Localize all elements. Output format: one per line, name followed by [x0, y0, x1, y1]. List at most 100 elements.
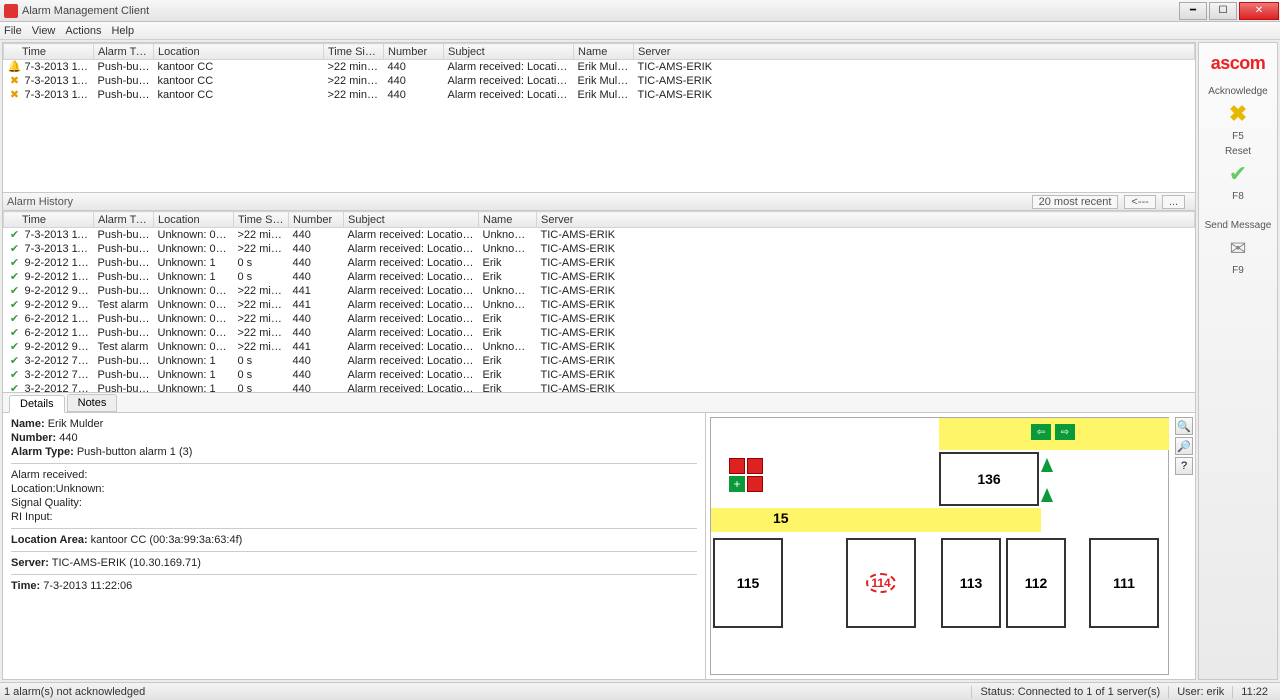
column-header[interactable]: Location [154, 44, 324, 60]
window-title: Alarm Management Client [22, 5, 1178, 17]
chkv-icon: ✔ [8, 340, 22, 353]
column-header[interactable]: Time [4, 44, 94, 60]
detail-time-label: Time: [11, 580, 40, 592]
alarm-marker-114: 114 [866, 573, 896, 593]
detail-name-label: Name: [11, 418, 45, 430]
reset-button[interactable]: ✔ [1218, 161, 1258, 187]
table-row[interactable]: ✔ 9-2-2012 9:57:56Test alarmUnknown: 00:… [4, 340, 1195, 354]
column-header[interactable]: Time Since L... [234, 212, 289, 228]
detail-type-label: Alarm Type: [11, 446, 74, 458]
detail-tabs: Details Notes [3, 393, 1195, 413]
table-row[interactable]: ✔ 6-2-2012 13:28:40Push-button...Unknown… [4, 312, 1195, 326]
column-header[interactable]: Location [154, 212, 234, 228]
table-row[interactable]: ✔ 7-3-2013 11:10:44Push-button...Unknown… [4, 228, 1195, 242]
floorplan-panel: 115 114 113 112 111 136 15 ⇦ ⇨ [705, 413, 1195, 679]
column-header[interactable]: Alarm Type [94, 44, 154, 60]
active-alarms-table[interactable]: TimeAlarm TypeLocationTime Since L...Num… [3, 43, 1195, 102]
detail-type: Push-button alarm 1 (3) [77, 446, 193, 458]
arrow-up-icon [1041, 488, 1053, 502]
history-table[interactable]: TimeAlarm TypeLocationTime Since L...Num… [3, 211, 1195, 392]
menu-help[interactable]: Help [111, 25, 134, 37]
maximize-button[interactable]: ☐ [1209, 2, 1237, 20]
detail-server-label: Server: [11, 557, 49, 569]
table-row[interactable]: 🔔 7-3-2013 11:22:06Push-button...kantoor… [4, 60, 1195, 74]
active-alarms-pane: TimeAlarm TypeLocationTime Since L...Num… [3, 43, 1195, 193]
envelope-icon: ✉ [1230, 236, 1247, 261]
table-row[interactable]: ✔ 9-2-2012 10:03:05Push-button...Unknown… [4, 270, 1195, 284]
column-header[interactable]: Server [634, 44, 1195, 60]
status-connection: Status: Connected to 1 of 1 server(s) [971, 686, 1168, 698]
help-button[interactable]: ? [1175, 457, 1193, 475]
chkv-icon: ✔ [8, 298, 22, 311]
detail-signal: Signal Quality: [11, 496, 697, 510]
window-buttons: ━ ☐ ✕ [1178, 1, 1280, 21]
floorplan[interactable]: 115 114 113 112 111 136 15 ⇦ ⇨ [710, 417, 1169, 675]
tab-details[interactable]: Details [9, 395, 65, 413]
detail-pane: Details Notes Name: Erik Mulder Number: … [3, 393, 1195, 679]
ascom-logo: ascom [1211, 53, 1266, 74]
column-header[interactable]: Subject [444, 44, 574, 60]
table-row[interactable]: ✔ 3-2-2012 7:43:48Push-button...Unknown:… [4, 368, 1195, 382]
chkv-icon: ✔ [8, 256, 22, 269]
zoom-in-button[interactable]: 🔍 [1175, 417, 1193, 435]
menu-file[interactable]: File [4, 25, 22, 37]
table-row[interactable]: ✔ 9-2-2012 10:04:01Push-button...Unknown… [4, 256, 1195, 270]
column-header[interactable]: Subject [344, 212, 479, 228]
reset-label: Reset [1225, 146, 1251, 157]
history-filter-badge[interactable]: 20 most recent [1032, 195, 1119, 209]
table-row[interactable]: ✔ 3-2-2012 7:49:24Push-button...Unknown:… [4, 354, 1195, 368]
fire-extinguisher-icon [729, 458, 745, 474]
chkx-icon: ✖ [8, 88, 22, 101]
tab-notes[interactable]: Notes [67, 394, 118, 412]
first-aid-icon: + [729, 476, 745, 492]
detail-area: kantoor CC (00:3a:99:3a:63:4f) [91, 534, 243, 546]
chkv-icon: ✔ [8, 228, 22, 241]
table-row[interactable]: ✔ 9-2-2012 9:57:39Test alarmUnknown: 00:… [4, 298, 1195, 312]
room-115: 115 [713, 538, 783, 628]
chkv-icon: ✔ [8, 326, 22, 339]
column-header[interactable]: Number [384, 44, 444, 60]
fire-alarm-icon [747, 458, 763, 474]
column-header[interactable]: Number [289, 212, 344, 228]
history-nav-back[interactable]: <--- [1124, 195, 1155, 209]
column-header[interactable]: Name [574, 44, 634, 60]
minimize-button[interactable]: ━ [1179, 2, 1207, 20]
acknowledge-button[interactable]: ✖ [1218, 101, 1258, 127]
column-header[interactable]: Name [479, 212, 537, 228]
detail-ri: RI Input: [11, 510, 697, 524]
table-row[interactable]: ✖ 7-3-2013 11:18:38Push-button...kantoor… [4, 74, 1195, 88]
ack-x-icon: ✖ [1229, 101, 1247, 127]
table-row[interactable]: ✔ 3-2-2012 7:43:48Push-button...Unknown:… [4, 382, 1195, 393]
table-row[interactable]: ✔ 6-2-2012 13:28:55Push-button...Unknown… [4, 326, 1195, 340]
alarm-history-pane: Alarm History 20 most recent <--- ... Ti… [3, 193, 1195, 393]
menu-actions[interactable]: Actions [65, 25, 101, 37]
table-row[interactable]: ✔ 7-3-2013 11:09:09Push-button...Unknown… [4, 242, 1195, 256]
send-key: F9 [1232, 265, 1244, 276]
chkv-icon: ✔ [8, 312, 22, 325]
chkv-icon: ✔ [8, 284, 22, 297]
table-row[interactable]: ✔ 9-2-2012 9:58:26Push-button...Unknown:… [4, 284, 1195, 298]
history-title: Alarm History [7, 196, 73, 208]
status-clock: 11:22 [1232, 686, 1276, 698]
detail-number: 440 [59, 432, 77, 444]
exit-sign-icon: ⇨ [1055, 424, 1075, 440]
corridor-15 [711, 508, 1041, 532]
fire-hose-icon [747, 476, 763, 492]
column-header[interactable]: Time Since L... [324, 44, 384, 60]
close-button[interactable]: ✕ [1239, 2, 1279, 20]
status-alarms: 1 alarm(s) not acknowledged [4, 686, 145, 698]
menu-view[interactable]: View [32, 25, 56, 37]
app-icon [4, 4, 18, 18]
arrow-up-icon [1041, 458, 1053, 472]
history-more[interactable]: ... [1162, 195, 1185, 209]
detail-number-label: Number: [11, 432, 56, 444]
zoom-out-button[interactable]: 🔎 [1175, 437, 1193, 455]
column-header[interactable]: Time [4, 212, 94, 228]
table-row[interactable]: ✖ 7-3-2013 11:18:30Push-button...kantoor… [4, 88, 1195, 102]
room-114: 114 [846, 538, 916, 628]
column-header[interactable]: Alarm Type [94, 212, 154, 228]
column-header[interactable]: Server [537, 212, 1195, 228]
send-message-button[interactable]: ✉ [1218, 235, 1258, 261]
detail-time: 7-3-2013 11:22:06 [43, 580, 132, 592]
chkv-icon: ✔ [8, 354, 22, 367]
